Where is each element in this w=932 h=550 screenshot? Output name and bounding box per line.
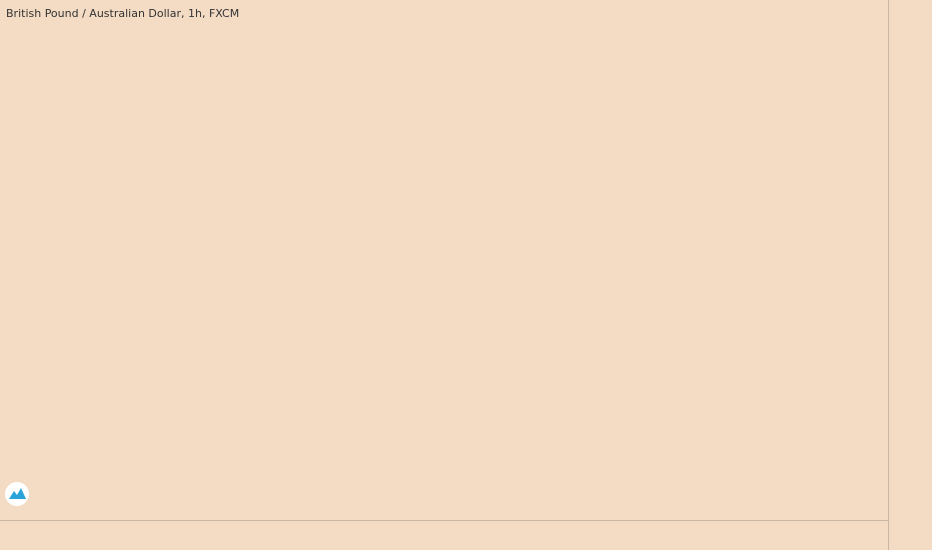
logo <box>5 482 29 506</box>
logo-circle <box>5 482 29 506</box>
chart-title: British Pound / Australian Dollar, 1h, F… <box>6 7 239 20</box>
logo-mark <box>9 488 26 499</box>
